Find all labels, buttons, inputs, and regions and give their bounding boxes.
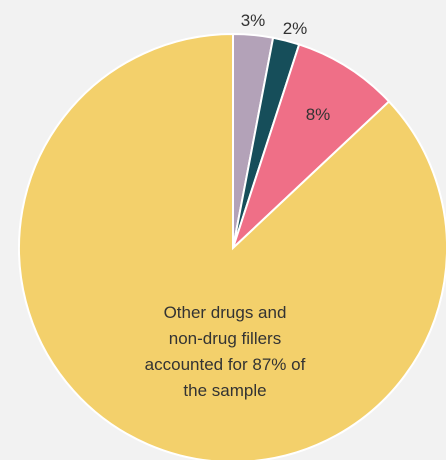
- pie-slice-8pct: [232, 43, 391, 249]
- pie-labels: 3% 2% 8%: [241, 11, 331, 124]
- center-text-line-2: non-drug fillers: [169, 329, 281, 348]
- slice-label-2pct: 2%: [283, 19, 308, 38]
- center-text-line-4: the sample: [183, 381, 266, 400]
- center-text-line-1: Other drugs and: [164, 303, 287, 322]
- pie-slices: [18, 32, 446, 460]
- center-annotation: Other drugs and non-drug fillers account…: [145, 303, 306, 400]
- pie-slice-other: [18, 32, 446, 460]
- slice-label-3pct: 3%: [241, 11, 266, 30]
- center-text-line-3: accounted for 87% of: [145, 355, 306, 374]
- slice-label-8pct: 8%: [306, 105, 331, 124]
